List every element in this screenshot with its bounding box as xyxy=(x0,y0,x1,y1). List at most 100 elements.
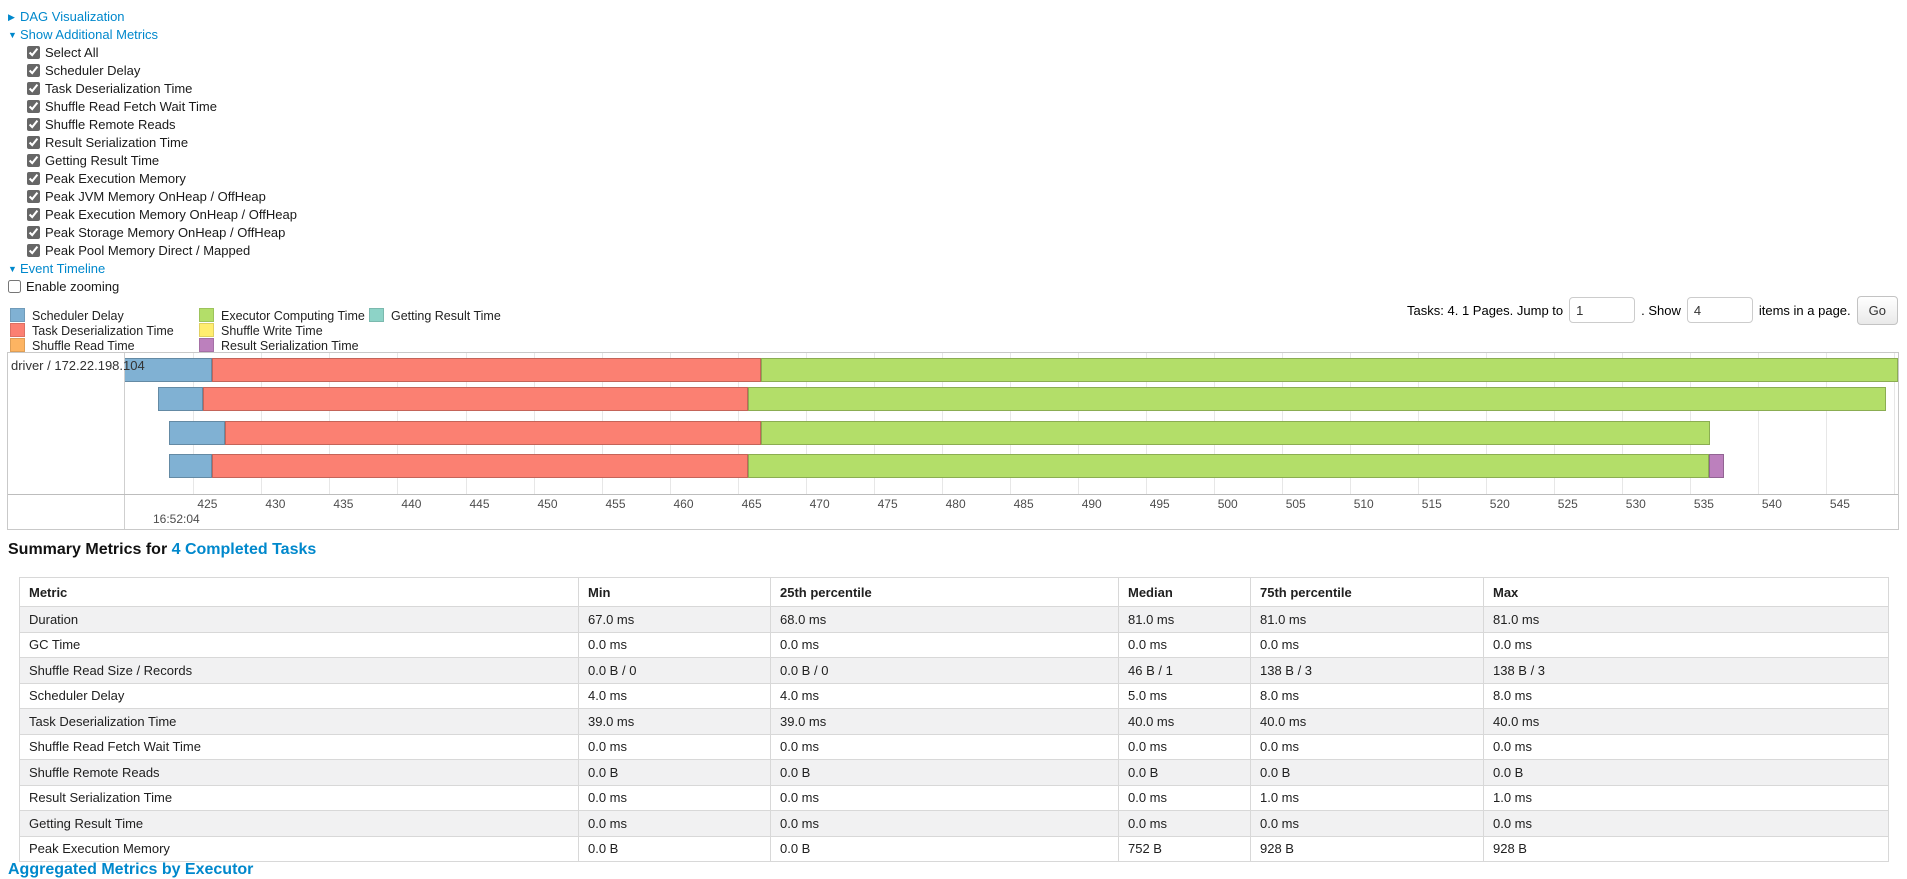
metric-name-cell: Result Serialization Time xyxy=(19,784,579,811)
tick-label: 450 xyxy=(537,497,558,511)
task-bar-segment-task-deserialization[interactable] xyxy=(212,454,749,478)
tick-label: 500 xyxy=(1217,497,1238,511)
tick-label: 495 xyxy=(1149,497,1170,511)
jump-to-page-input[interactable] xyxy=(1569,297,1636,323)
metric-checkbox[interactable] xyxy=(27,244,40,257)
metric-checkbox[interactable] xyxy=(27,64,40,77)
min-cell: 4.0 ms xyxy=(578,682,771,709)
metric-checkbox[interactable] xyxy=(27,190,40,203)
go-button[interactable]: Go xyxy=(1856,295,1898,325)
task-bar-segment-task-deserialization[interactable] xyxy=(202,387,749,411)
p75-cell: 138 B / 3 xyxy=(1250,657,1484,684)
metric-checkbox-item: Getting Result Time xyxy=(27,152,297,170)
metric-checkbox[interactable] xyxy=(27,154,40,167)
metric-name-cell: Task Deserialization Time xyxy=(19,708,579,735)
metric-checkbox[interactable] xyxy=(27,208,40,221)
column-header: 25th percentile xyxy=(770,577,1119,607)
expanded-arrow-icon: ▼ xyxy=(8,264,17,274)
task-bar-segment-task-deserialization[interactable] xyxy=(212,358,761,382)
tick-label: 485 xyxy=(1013,497,1034,511)
metric-checkbox[interactable] xyxy=(27,46,40,59)
metric-checkbox-label: Shuffle Read Fetch Wait Time xyxy=(45,99,217,114)
timeline-legend: Scheduler Delay Executor Computing Time … xyxy=(8,308,587,353)
min-cell: 0.0 ms xyxy=(578,810,771,837)
tick-label: 505 xyxy=(1285,497,1306,511)
show-additional-metrics-link[interactable]: Show Additional Metrics xyxy=(20,27,159,42)
legend-item: Result Serialization Time xyxy=(197,338,367,353)
metric-checkbox-label: Peak JVM Memory OnHeap / OffHeap xyxy=(45,189,266,204)
executor-row-label: driver / 172.22.198.104 xyxy=(11,358,145,373)
p25-cell: 68.0 ms xyxy=(770,606,1119,633)
p25-cell: 0.0 ms xyxy=(770,810,1119,837)
summary-metrics-table: Metric Min 25th percentile Median 75th p… xyxy=(19,577,1889,862)
metric-name-cell: Scheduler Delay xyxy=(19,682,579,709)
tick-label: 535 xyxy=(1693,497,1714,511)
metric-checkbox[interactable] xyxy=(27,172,40,185)
table-row: Duration 67.0 ms 68.0 ms 81.0 ms 81.0 ms… xyxy=(19,606,1889,633)
metric-checkbox[interactable] xyxy=(27,100,40,113)
metric-checkbox-item: Select All xyxy=(27,44,297,62)
legend-label: Executor Computing Time xyxy=(221,309,365,323)
max-cell: 0.0 ms xyxy=(1483,733,1889,760)
column-header: 75th percentile xyxy=(1250,577,1484,607)
column-header: Median xyxy=(1118,577,1251,607)
task-bar-segment-scheduler-delay[interactable] xyxy=(168,454,213,478)
tick-label: 445 xyxy=(469,497,490,511)
shuffle-read-swatch-icon xyxy=(10,338,25,352)
table-row: Task Deserialization Time 39.0 ms 39.0 m… xyxy=(19,708,1889,735)
metric-checkbox-item: Shuffle Read Fetch Wait Time xyxy=(27,98,297,116)
completed-tasks-link[interactable]: 4 Completed Tasks xyxy=(171,541,317,558)
enable-zooming-row: Enable zooming xyxy=(8,278,297,296)
min-cell: 0.0 ms xyxy=(578,784,771,811)
legend-item: Task Deserialization Time xyxy=(8,323,197,338)
metric-checkbox[interactable] xyxy=(27,226,40,239)
metric-checkbox[interactable] xyxy=(27,136,40,149)
p75-cell: 40.0 ms xyxy=(1250,708,1484,735)
task-bar-segment-scheduler-delay[interactable] xyxy=(158,387,203,411)
min-cell: 0.0 ms xyxy=(578,631,771,658)
task-bar-segment-executor-computing[interactable] xyxy=(748,387,1886,411)
min-cell: 39.0 ms xyxy=(578,708,771,735)
median-cell: 46 B / 1 xyxy=(1118,657,1251,684)
task-bar-segment-result-serialization[interactable] xyxy=(1708,454,1724,478)
items-per-page-input[interactable] xyxy=(1686,297,1753,323)
enable-zooming-checkbox[interactable] xyxy=(8,280,21,293)
metric-checkbox[interactable] xyxy=(27,118,40,131)
metric-name-cell: Shuffle Remote Reads xyxy=(19,759,579,786)
max-cell: 928 B xyxy=(1483,835,1889,862)
dag-visualization-link[interactable]: DAG Visualization xyxy=(20,9,125,24)
tick-label: 460 xyxy=(673,497,694,511)
event-timeline-link[interactable]: Event Timeline xyxy=(20,261,106,276)
show-additional-metrics-toggle[interactable]: ▼ Show Additional Metrics xyxy=(8,26,297,44)
tick-label: 550 xyxy=(1898,497,1899,511)
legend-label: Scheduler Delay xyxy=(32,309,124,323)
tick-label: 510 xyxy=(1353,497,1374,511)
metric-name-cell: Shuffle Read Size / Records xyxy=(19,657,579,684)
event-timeline-toggle[interactable]: ▼ Event Timeline xyxy=(8,260,297,278)
p25-cell: 0.0 ms xyxy=(770,733,1119,760)
max-cell: 40.0 ms xyxy=(1483,708,1889,735)
p75-cell: 0.0 ms xyxy=(1250,733,1484,760)
metric-checkbox-label: Shuffle Remote Reads xyxy=(45,117,176,132)
metric-checkbox-label: Getting Result Time xyxy=(45,153,160,168)
tick-label: 430 xyxy=(265,497,286,511)
gridline xyxy=(1757,353,1759,494)
max-cell: 81.0 ms xyxy=(1483,606,1889,633)
label-column-divider xyxy=(124,353,125,529)
dag-visualization-toggle[interactable]: ▶ DAG Visualization xyxy=(8,8,297,26)
tick-label: 530 xyxy=(1625,497,1646,511)
median-cell: 0.0 ms xyxy=(1118,810,1251,837)
metric-name-cell: Getting Result Time xyxy=(19,810,579,837)
p25-cell: 0.0 B xyxy=(770,759,1119,786)
task-bar-segment-scheduler-delay[interactable] xyxy=(168,421,225,445)
task-bar-segment-task-deserialization[interactable] xyxy=(224,421,761,445)
task-bar-segment-executor-computing[interactable] xyxy=(760,421,1711,445)
task-bar-segment-executor-computing[interactable] xyxy=(760,358,1898,382)
shuffle-write-swatch-icon xyxy=(199,323,214,337)
metric-checkbox[interactable] xyxy=(27,82,40,95)
aggregated-metrics-heading-clipped[interactable]: Aggregated Metrics by Executor xyxy=(8,861,254,878)
getting-result-swatch-icon xyxy=(369,308,384,322)
legend-item: Shuffle Write Time xyxy=(197,323,367,338)
task-bar-segment-executor-computing[interactable] xyxy=(748,454,1709,478)
